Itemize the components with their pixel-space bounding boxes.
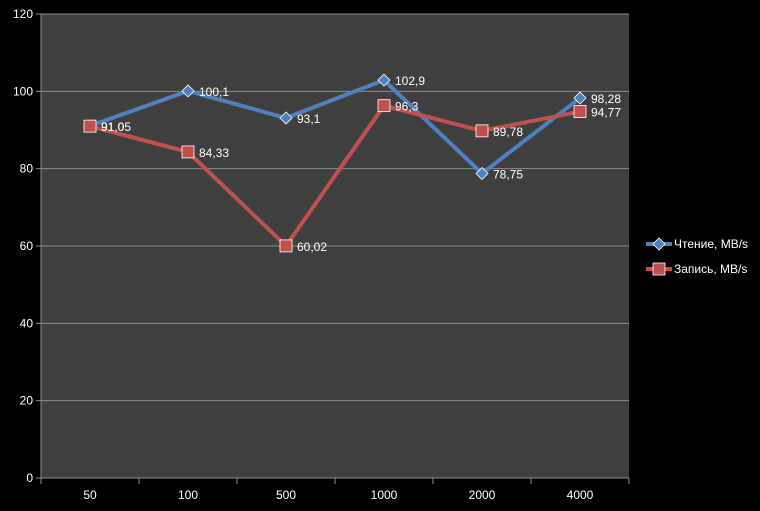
data-point: [573, 91, 587, 105]
y-tick-label: 0: [26, 471, 33, 485]
gridlines: [41, 13, 629, 402]
data-label: 60,02: [297, 240, 327, 254]
data-point: [475, 124, 489, 138]
legend-item: Запись, MB/s: [646, 262, 747, 276]
data-label: 91,05: [101, 120, 131, 134]
axes: 0 20 40 60 80 100 120 50 100 500 1000 2000 4000: [13, 7, 630, 502]
data-label: 100,1: [199, 85, 229, 99]
data-labels: 91,05 100,1 93,1 102,9 78,75 98,28 91,0 84,33 60…: [101, 74, 621, 254]
data-label: 89,78: [493, 125, 523, 139]
y-tick-label: 100: [13, 84, 33, 98]
y-tick-label: 20: [20, 394, 34, 408]
data-point: [83, 119, 97, 133]
x-tick-label: 4000: [567, 488, 594, 502]
x-tick-label: 500: [276, 488, 296, 502]
data-label: 98,28: [591, 92, 621, 106]
data-point: [279, 239, 293, 253]
y-tick-label: 120: [13, 7, 33, 21]
data-label: 91,0: [101, 120, 125, 134]
series-lines: [83, 73, 587, 253]
legend-label: Чтение, MB/s: [674, 237, 748, 251]
x-tick-label: 1000: [371, 488, 398, 502]
data-label: 96,3: [395, 100, 419, 114]
data-point: [279, 111, 293, 125]
data-label: 78,75: [493, 168, 523, 182]
data-label: 102,9: [395, 74, 425, 88]
data-point: [181, 84, 195, 98]
data-point: [475, 166, 489, 181]
data-point: [377, 73, 391, 87]
legend-marker: [652, 262, 666, 276]
data-point: [377, 99, 391, 113]
data-label: 84,33: [199, 146, 229, 160]
data-label: 94,77: [591, 106, 621, 120]
data-label: 93,1: [297, 112, 321, 126]
y-tick-label: 40: [20, 316, 34, 330]
legend-item: Чтение, MB/s: [646, 237, 748, 251]
x-tick-label: 50: [83, 488, 97, 502]
y-tick-label: 60: [20, 239, 34, 253]
series-line: [88, 103, 582, 248]
series-line: [88, 78, 582, 176]
data-point: [573, 105, 587, 118]
x-tick-label: 2000: [469, 488, 496, 502]
legend-label: Запись, MB/s: [674, 262, 747, 276]
x-tick-label: 100: [178, 488, 198, 502]
y-tick-label: 80: [20, 162, 34, 176]
series-2: [83, 99, 587, 253]
legend-marker: [652, 237, 666, 251]
legend: Чтение, MB/s Запись, MB/s: [646, 237, 748, 276]
data-point: [181, 145, 195, 159]
